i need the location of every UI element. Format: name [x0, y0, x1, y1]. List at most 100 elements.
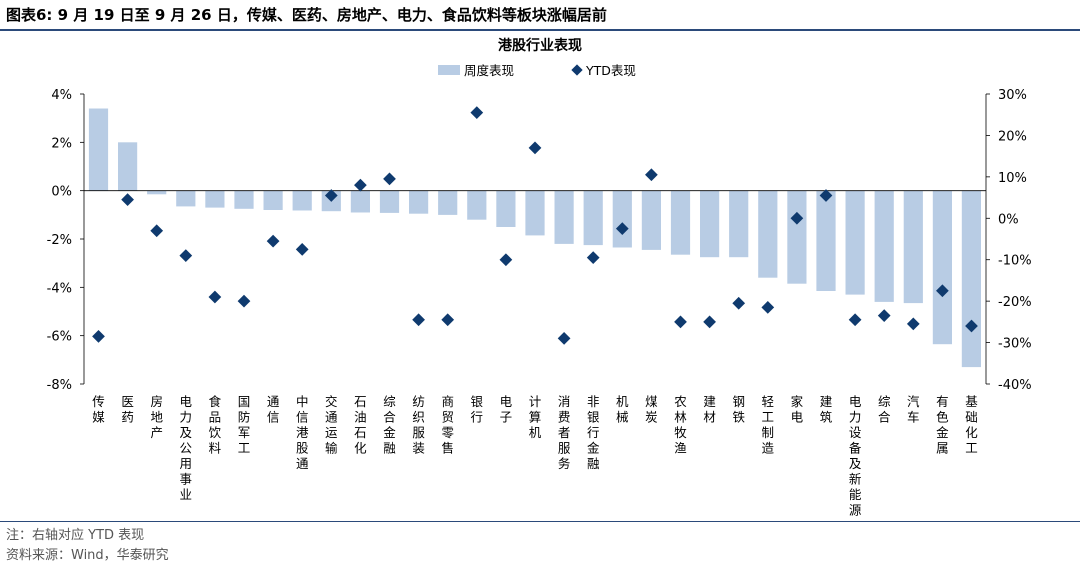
chart-legend: 周度表现 YTD表现 [438, 63, 636, 78]
bar-基础化工 [961, 190, 981, 368]
marker-汽车 [906, 317, 920, 331]
bar-钢铁 [729, 190, 749, 258]
bar-中信港股通 [292, 190, 312, 211]
marker-石油石化 [354, 178, 367, 192]
bar-汽车 [903, 190, 923, 304]
marker-综合金融 [383, 172, 396, 186]
category-label-建材: 建材 [703, 394, 716, 425]
category-label-电力及公用事业: 电力及公用事业 [180, 394, 193, 502]
left-tick-label: 0% [51, 185, 72, 200]
bar-有色金属 [932, 190, 952, 345]
bar-电力及公用事业 [176, 190, 196, 207]
left-tick-label: 2% [51, 136, 72, 151]
marker-非银行金融 [586, 251, 600, 264]
right-tick-label: -40% [998, 378, 1032, 393]
left-tick-label: -2% [47, 233, 72, 248]
marker-交通运输 [324, 189, 338, 202]
category-label-医药: 医药 [121, 394, 134, 425]
legend-marker-swatch [571, 64, 583, 76]
bar-传媒 [88, 108, 109, 191]
bar-电子 [496, 190, 516, 227]
bar-房地产 [147, 190, 167, 195]
category-label-汽车: 汽车 [907, 394, 920, 425]
bar-石油石化 [350, 190, 370, 213]
marker-钢铁 [732, 296, 746, 310]
marker-房地产 [150, 224, 164, 238]
marker-医药 [121, 193, 134, 206]
chart-note: 注：右轴对应 YTD 表现 [6, 528, 145, 543]
category-label-建筑: 建筑 [820, 394, 833, 425]
bar-综合金融 [379, 190, 400, 213]
legend-label-weekly: 周度表现 [464, 63, 514, 78]
bar-消费者服务 [554, 190, 574, 244]
chart-source: 资料来源：Wind，华泰研究 [6, 548, 169, 563]
category-label-国防军工: 国防军工 [238, 394, 251, 456]
bar-农林牧渔 [670, 190, 691, 255]
category-label-综合: 综合 [878, 394, 891, 425]
category-label-食品饮料: 食品饮料 [209, 394, 222, 456]
marker-轻工制造 [761, 301, 775, 314]
category-label-计算机: 计算机 [529, 394, 542, 440]
category-label-电子: 电子 [500, 394, 513, 425]
bar-银行 [467, 190, 487, 220]
bar-机械 [612, 190, 632, 248]
bar-家电 [787, 190, 807, 284]
figure-title: 图表6: 9 月 19 日至 9 月 26 日，传媒、医药、房地产、电力、食品饮… [6, 6, 607, 24]
category-label-基础化工: 基础化工 [965, 394, 978, 456]
marker-国防军工 [237, 294, 251, 308]
left-tick-label: -8% [47, 378, 72, 393]
left-tick-label: -6% [47, 330, 72, 345]
right-tick-label: -30% [998, 337, 1032, 352]
marker-纺织服装 [412, 313, 425, 327]
bar-煤炭 [641, 190, 661, 250]
bar-医药 [118, 142, 138, 191]
category-label-农林牧渔: 农林牧渔 [674, 394, 687, 456]
bar-通信 [263, 190, 283, 210]
marker-电子 [499, 253, 513, 267]
bar-电力设备及新能源 [845, 190, 865, 295]
bar-计算机 [525, 190, 545, 236]
bottom-rule [0, 521, 1080, 522]
category-label-有色金属: 有色金属 [936, 394, 949, 456]
category-label-综合金融: 综合金融 [383, 394, 396, 456]
marker-电力及公用事业 [179, 249, 193, 262]
category-label-机械: 机械 [616, 394, 629, 425]
category-label-商贸零售: 商贸零售 [441, 394, 454, 456]
category-label-通信: 通信 [267, 394, 280, 425]
marker-中信港股通 [295, 243, 309, 256]
marker-建材 [703, 315, 716, 329]
bar-series [88, 108, 981, 368]
marker-商贸零售 [441, 313, 455, 327]
bar-建筑 [816, 190, 836, 291]
category-label-石油石化: 石油石化 [354, 394, 367, 456]
category-label-煤炭: 煤炭 [645, 394, 658, 425]
marker-农林牧渔 [674, 315, 687, 329]
bar-综合 [874, 190, 894, 302]
right-axis-ticks: 30% 20% 10% 0% -10% -20% -30% -40% [986, 88, 1032, 393]
marker-通信 [266, 234, 280, 248]
legend-bar-swatch [438, 65, 460, 75]
bar-纺织服装 [409, 190, 429, 214]
chart-title: 港股行业表现 [498, 37, 582, 54]
bar-商贸零售 [438, 190, 458, 215]
right-tick-label: 0% [998, 212, 1019, 227]
marker-传媒 [92, 330, 105, 343]
category-label-消费者服务: 消费者服务 [558, 394, 571, 471]
category-label-家电: 家电 [791, 394, 804, 425]
marker-计算机 [528, 141, 542, 155]
category-label-银行: 银行 [471, 394, 484, 425]
marker-煤炭 [645, 168, 658, 182]
right-tick-label: -10% [998, 254, 1032, 269]
category-label-钢铁: 钢铁 [732, 394, 745, 425]
right-tick-label: 30% [998, 88, 1027, 103]
bar-建材 [700, 190, 720, 258]
category-label-中信港股通: 中信港股通 [296, 394, 309, 471]
category-label-房地产: 房地产 [150, 394, 163, 440]
right-tick-label: 20% [998, 129, 1027, 144]
bar-轻工制造 [758, 190, 778, 278]
right-tick-label: 10% [998, 171, 1027, 186]
bar-食品饮料 [205, 190, 225, 208]
marker-食品饮料 [208, 290, 222, 304]
